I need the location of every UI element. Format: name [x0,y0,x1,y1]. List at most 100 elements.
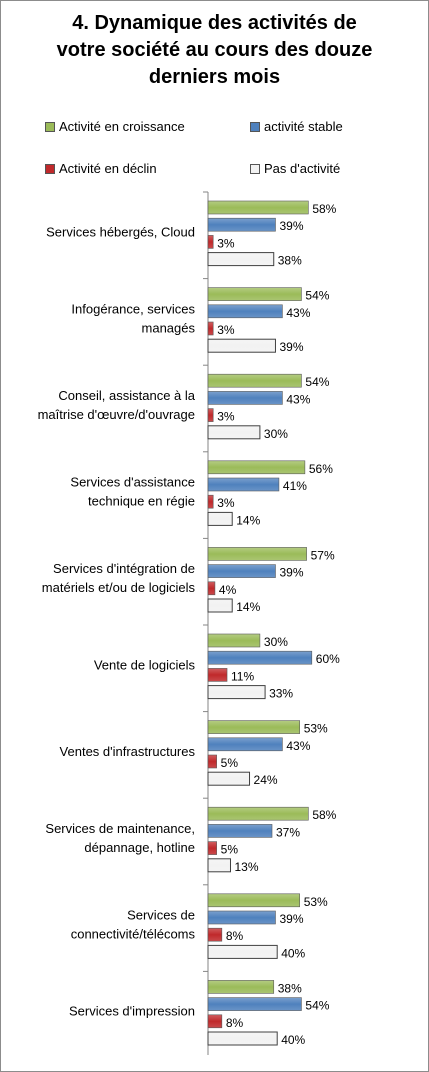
bar [207,425,261,440]
bar [207,980,275,994]
bar [207,997,302,1011]
data-label: 43% [286,392,310,406]
bar [207,581,216,596]
bar [207,511,233,526]
data-label: 33% [269,687,293,701]
bar [207,321,214,336]
legend-swatch-stable [250,121,260,132]
bar [207,754,217,769]
data-label: 37% [276,825,300,839]
data-label: 39% [279,219,303,233]
category-label: Services d'assistance [70,475,195,490]
data-label: 60% [316,652,340,666]
data-label: 43% [286,306,310,320]
bar [207,806,309,821]
data-label: 24% [254,773,278,787]
data-label: 38% [278,254,302,268]
bar [207,633,261,648]
data-label: 3% [217,323,235,337]
bar [207,547,307,561]
data-label: 54% [305,375,329,389]
bar [207,824,273,838]
legend-swatch-pas-activite [250,163,260,174]
bar [207,737,283,752]
data-label: 53% [304,722,328,736]
legend-item-pas-activite: Pas d'activité [250,161,340,176]
data-label: 5% [221,843,239,857]
data-label: 39% [279,912,303,926]
data-label: 38% [278,981,302,995]
bar [207,287,302,301]
bar [207,477,280,492]
category-label: Services hébergés, Cloud [46,224,195,239]
chart-title: 4. Dynamique des activités de votre soci… [20,10,409,91]
bar [207,841,217,855]
category-label: Services d'intégration de [53,561,195,576]
data-label: 3% [217,236,235,250]
legend-label-stable: activité stable [264,119,343,134]
data-label: 56% [309,462,333,476]
data-label: 3% [217,496,235,510]
data-label: 58% [312,808,336,822]
data-label: 8% [226,1016,244,1030]
bar [207,338,276,353]
bar [207,373,302,388]
category-label: Services de maintenance, [45,821,195,836]
bar [207,200,309,215]
bar [207,685,266,700]
category-label: maîtrise d'œuvre/d'ouvrage [38,407,195,422]
chart-title-line-3: derniers mois [148,66,281,88]
bar [207,927,223,942]
data-label: 3% [217,410,235,424]
legend-item-croissance: Activité en croissance [45,119,185,134]
data-label: 39% [279,566,303,580]
category-label: managés [142,320,196,335]
bar [207,668,228,682]
data-label: 30% [264,635,288,649]
data-label: 14% [236,600,260,614]
data-label: 57% [311,548,335,562]
bar [207,910,276,925]
data-label: 8% [226,929,244,943]
bar [207,235,214,249]
data-label: 43% [286,739,310,753]
bar [207,650,313,665]
category-label: connectivité/télécoms [71,927,196,942]
bar [207,598,233,613]
bar [207,893,300,908]
chart-title-line-1: 4. Dynamique des activités de [72,12,357,34]
data-label: 11% [231,669,254,683]
legend-item-declin: Activité en déclin [45,161,157,176]
legend-label-croissance: Activité en croissance [59,119,185,134]
category-label: Ventes d'infrastructures [60,744,196,759]
bar [207,720,300,734]
bar [207,217,276,232]
bar [207,564,276,578]
data-label: 58% [312,202,336,216]
category-label: matériels et/ou de logiciels [42,580,196,595]
legend-swatch-croissance [45,121,55,132]
bar [207,858,231,873]
category-label: dépannage, hotline [84,840,195,855]
data-label: 13% [234,860,258,874]
data-label: 39% [279,340,303,354]
bar [207,252,275,267]
data-label: 54% [305,999,329,1013]
bar [207,944,278,959]
data-label: 14% [236,513,260,527]
bar [207,304,283,319]
category-label: Services d'impression [69,1004,195,1019]
data-label: 40% [281,1033,305,1047]
bar [207,391,283,405]
category-label: Conseil, assistance à la [58,388,195,403]
bar [207,1014,223,1029]
category-label: Vente de logiciels [94,657,196,672]
bar [207,494,214,509]
data-label: 4% [219,583,237,597]
bar [207,1031,278,1046]
data-label: 53% [304,895,328,909]
bar [207,408,214,422]
legend-label-declin: Activité en déclin [59,161,157,176]
data-label: 41% [283,479,307,493]
